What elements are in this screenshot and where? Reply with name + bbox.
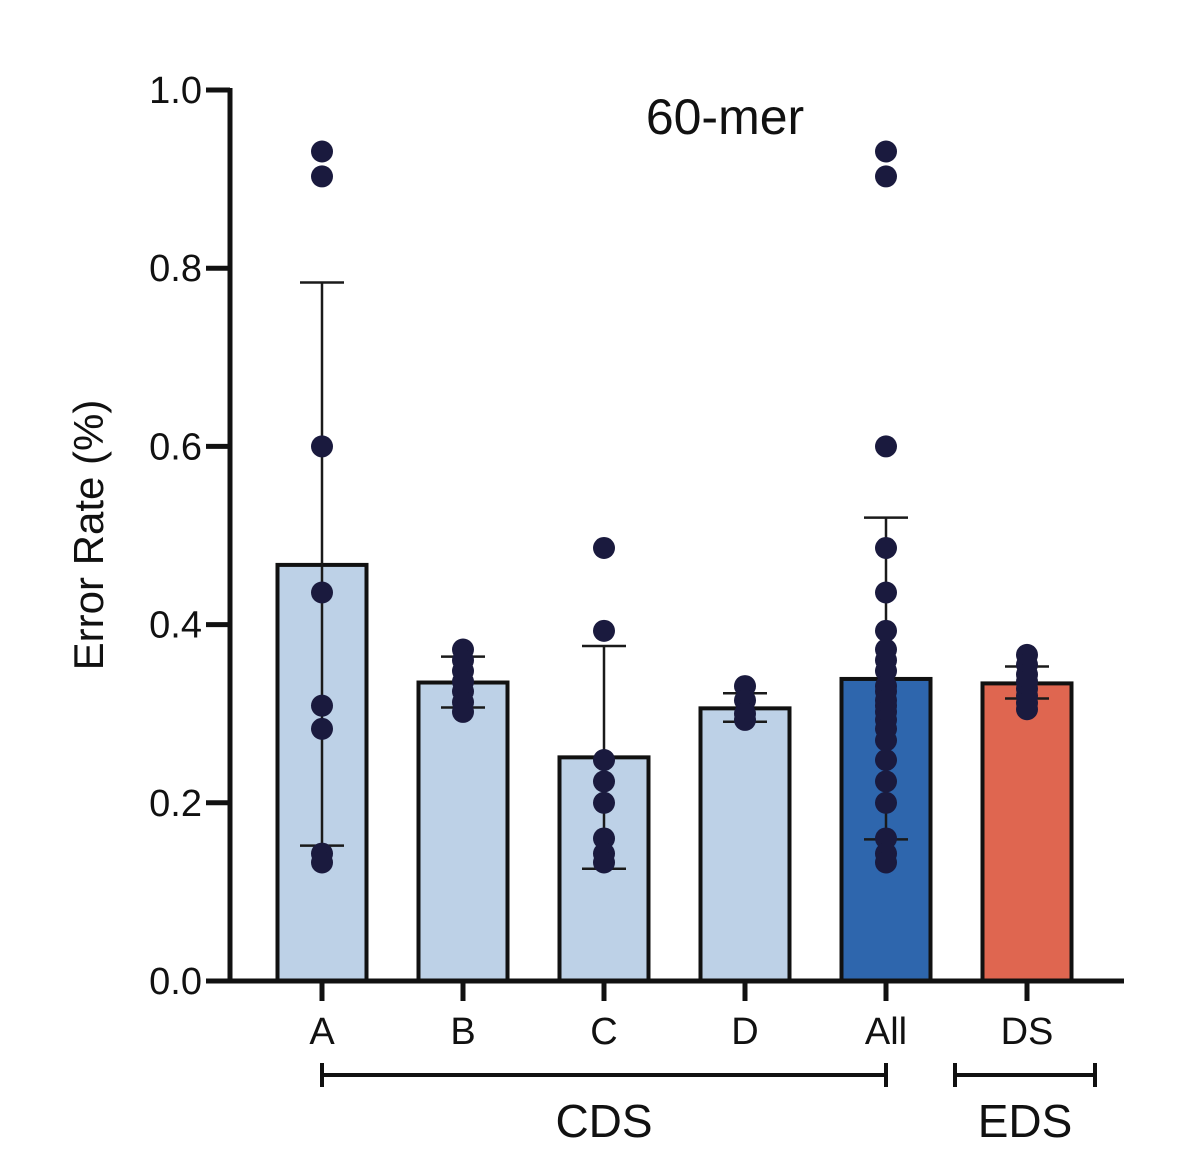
point-a [311, 435, 333, 458]
point-a [311, 165, 333, 188]
group-label-cds: CDS [555, 1095, 652, 1147]
y-axis-label: Error Rate (%) [65, 400, 112, 671]
point-all [875, 581, 897, 604]
error-bars-layer [300, 281, 1049, 870]
x-tick-label-a: A [309, 1011, 335, 1053]
bars-layer [275, 562, 1074, 984]
point-all [875, 140, 897, 163]
point-c [593, 536, 615, 559]
point-all [875, 851, 897, 874]
x-tick-label-b: B [450, 1011, 475, 1053]
point-d [734, 708, 756, 731]
point-c [593, 791, 615, 814]
point-a [311, 581, 333, 604]
point-c [593, 770, 615, 793]
y-tick-label-0.0: 0.0 [149, 961, 202, 1003]
labels-layer: 0.0 0.2 0.4 0.6 0.8 1.0 A B C D All DS [149, 70, 1053, 1053]
point-all [875, 827, 897, 850]
x-tick-label-d: D [731, 1011, 758, 1053]
point-all [875, 791, 897, 814]
bar-d [698, 706, 792, 983]
point-a [311, 140, 333, 163]
group-brackets-layer: CDS EDS [320, 1063, 1097, 1147]
y-tick-label-1.0: 1.0 [149, 70, 202, 112]
point-all [875, 619, 897, 642]
point-all [875, 729, 897, 752]
point-c [593, 827, 615, 850]
point-c [593, 749, 615, 772]
x-tick-label-all: All [865, 1011, 907, 1053]
point-a [311, 694, 333, 717]
bar-b [416, 680, 510, 983]
point-all [875, 536, 897, 559]
point-c [593, 619, 615, 642]
x-tick-label-c: C [590, 1011, 617, 1053]
points-layer [311, 140, 1038, 874]
chart-title: 60-mer [646, 89, 804, 145]
x-tick-label-ds: DS [1001, 1011, 1054, 1053]
point-c [593, 851, 615, 874]
y-tick-label-0.8: 0.8 [149, 248, 202, 290]
point-all [875, 165, 897, 188]
point-b [452, 700, 474, 723]
y-tick-label-0.6: 0.6 [149, 426, 202, 468]
point-all [875, 749, 897, 772]
group-label-eds: EDS [978, 1095, 1073, 1147]
point-all [875, 770, 897, 793]
axes-layer [206, 87, 1124, 1001]
point-ds [1016, 698, 1038, 721]
y-tick-label-0.4: 0.4 [149, 605, 202, 647]
y-tick-label-0.2: 0.2 [149, 783, 202, 825]
point-all [875, 659, 897, 682]
point-a [311, 717, 333, 740]
point-a [311, 851, 333, 874]
point-all [875, 435, 897, 458]
bar-ds [980, 681, 1074, 983]
